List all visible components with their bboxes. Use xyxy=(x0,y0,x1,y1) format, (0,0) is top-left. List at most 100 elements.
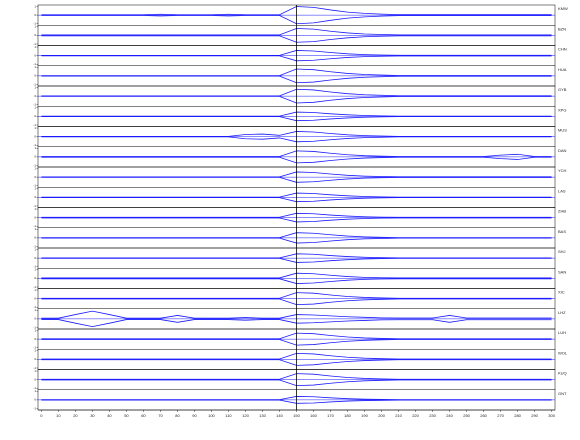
y-tick-label: 0 xyxy=(34,377,36,381)
x-tick-label: 90 xyxy=(192,413,197,418)
x-tick-label: 10 xyxy=(56,413,61,418)
y-tick-label: 1 xyxy=(34,308,36,312)
y-tick-label: 1 xyxy=(34,369,36,373)
station-label: YCH xyxy=(558,168,567,173)
y-tick-label: -1 xyxy=(33,123,36,127)
y-tick-label: 1 xyxy=(34,207,36,211)
y-tick-label: 1 xyxy=(34,4,36,8)
y-tick-label: 1 xyxy=(34,288,36,292)
y-tick-label: -1 xyxy=(33,366,36,370)
y-tick-label: -1 xyxy=(33,184,36,188)
x-tick-label: 300 xyxy=(548,413,555,418)
x-tick-label: 50 xyxy=(124,413,129,418)
x-tick-label: 30 xyxy=(90,413,95,418)
station-label: XIC xyxy=(558,290,565,295)
station-label: XPG xyxy=(558,107,566,112)
y-tick-label: -1 xyxy=(33,265,36,269)
y-tick-label: 1 xyxy=(34,146,36,150)
x-tick-label: 210 xyxy=(395,413,402,418)
x-tick-label: 60 xyxy=(141,413,146,418)
y-tick-label: 1 xyxy=(34,187,36,191)
y-tick-label: 0 xyxy=(34,357,36,361)
x-tick-label: 150 xyxy=(293,413,300,418)
y-tick-label: 1 xyxy=(34,328,36,332)
y-tick-label: 0 xyxy=(34,13,36,17)
station-label: SHJ xyxy=(558,249,566,254)
station-label: KUQ xyxy=(558,371,567,376)
y-tick-label: -1 xyxy=(33,285,36,289)
y-tick-label: 0 xyxy=(34,215,36,219)
y-tick-label: 1 xyxy=(34,349,36,353)
station-label: LAS xyxy=(558,188,566,193)
station-label: DAN xyxy=(558,148,567,153)
y-tick-label: 1 xyxy=(34,268,36,272)
x-tick-label: 110 xyxy=(225,413,232,418)
y-tick-label: -1 xyxy=(33,244,36,248)
y-tick-label: -1 xyxy=(33,346,36,350)
station-label: CHN xyxy=(558,47,567,52)
x-tick-label: 120 xyxy=(242,413,249,418)
y-tick-label: 0 xyxy=(34,155,36,159)
x-tick-label: 0 xyxy=(40,413,43,418)
y-tick-label: -1 xyxy=(33,386,36,390)
y-tick-label: -1 xyxy=(33,163,36,167)
y-tick-label: 0 xyxy=(34,33,36,37)
station-label: SAN xyxy=(558,269,566,274)
station-label: LHZ xyxy=(558,310,566,315)
y-tick-label: -1 xyxy=(33,143,36,147)
y-tick-label: 1 xyxy=(34,126,36,130)
x-tick-label: 260 xyxy=(480,413,487,418)
y-tick-label: -1 xyxy=(33,204,36,208)
station-label: LUH xyxy=(558,330,566,335)
x-tick-label: 80 xyxy=(175,413,180,418)
y-tick-label: -1 xyxy=(33,325,36,329)
x-tick-label: 40 xyxy=(107,413,112,418)
y-tick-label: 1 xyxy=(34,166,36,170)
station-label: MUS xyxy=(558,128,567,133)
y-tick-label: 0 xyxy=(34,74,36,78)
x-tick-label: 130 xyxy=(259,413,266,418)
y-tick-label: 1 xyxy=(34,227,36,231)
x-tick-label: 230 xyxy=(429,413,436,418)
y-tick-label: -1 xyxy=(33,103,36,107)
y-tick-label: 0 xyxy=(34,53,36,57)
x-tick-label: 240 xyxy=(446,413,453,418)
x-tick-label: 160 xyxy=(310,413,317,418)
x-tick-label: 200 xyxy=(378,413,385,418)
y-tick-label: 0 xyxy=(34,256,36,260)
y-tick-label: 0 xyxy=(34,317,36,321)
y-tick-label: 0 xyxy=(34,296,36,300)
y-tick-label: -1 xyxy=(33,82,36,86)
y-tick-label: -1 xyxy=(33,22,36,26)
y-tick-label: 1 xyxy=(34,65,36,69)
y-tick-label: 1 xyxy=(34,247,36,251)
x-tick-label: 70 xyxy=(158,413,163,418)
x-tick-label: 20 xyxy=(73,413,78,418)
station-label: BAS xyxy=(558,229,566,234)
y-tick-label: 0 xyxy=(34,236,36,240)
y-tick-label: 1 xyxy=(34,106,36,110)
y-tick-label: 0 xyxy=(34,195,36,199)
station-label: BZN xyxy=(558,26,566,31)
x-tick-label: 270 xyxy=(497,413,504,418)
x-tick-label: 190 xyxy=(361,413,368,418)
x-tick-label: 220 xyxy=(412,413,419,418)
y-tick-label: 1 xyxy=(34,45,36,49)
y-tick-label: 0 xyxy=(34,398,36,402)
x-tick-label: 180 xyxy=(344,413,351,418)
x-tick-label: 140 xyxy=(276,413,283,418)
y-tick-label: 0 xyxy=(34,337,36,341)
station-label: WOL xyxy=(558,350,568,355)
station-label: ZHB xyxy=(558,209,566,214)
x-tick-label: 290 xyxy=(531,413,538,418)
y-tick-label: 1 xyxy=(34,25,36,29)
x-tick-label: 250 xyxy=(463,413,470,418)
station-label: GNT xyxy=(558,391,567,396)
y-tick-label: -1 xyxy=(33,224,36,228)
y-tick-label: 1 xyxy=(34,389,36,393)
station-label: KMW xyxy=(558,6,568,11)
x-tick-label: 100 xyxy=(208,413,215,418)
y-tick-label: -1 xyxy=(33,305,36,309)
station-label: GYB xyxy=(558,87,567,92)
